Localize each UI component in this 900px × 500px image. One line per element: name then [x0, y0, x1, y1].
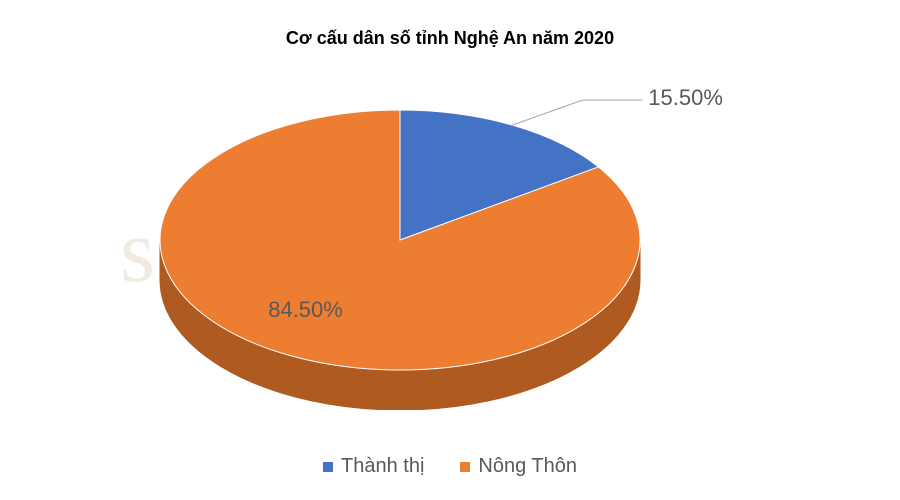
legend: Thành thị Nông Thôn: [0, 455, 900, 479]
chart-title: Cơ cấu dân số tỉnh Nghệ An năm 2020: [0, 28, 900, 49]
data-label-slice-1: 84.50%: [268, 297, 343, 323]
legend-label: Nông Thôn: [478, 455, 577, 478]
data-label-slice-0: 15.50%: [648, 85, 723, 111]
legend-item: Thành thị: [323, 455, 424, 478]
legend-swatch: [323, 462, 333, 472]
pie-svg: [0, 70, 900, 410]
chart-container: Cơ cấu dân số tỉnh Nghệ An năm 2020 sen …: [0, 0, 900, 500]
pie-chart: [0, 70, 900, 410]
legend-item: Nông Thôn: [460, 455, 577, 478]
legend-label: Thành thị: [341, 455, 424, 478]
legend-swatch: [460, 462, 470, 472]
